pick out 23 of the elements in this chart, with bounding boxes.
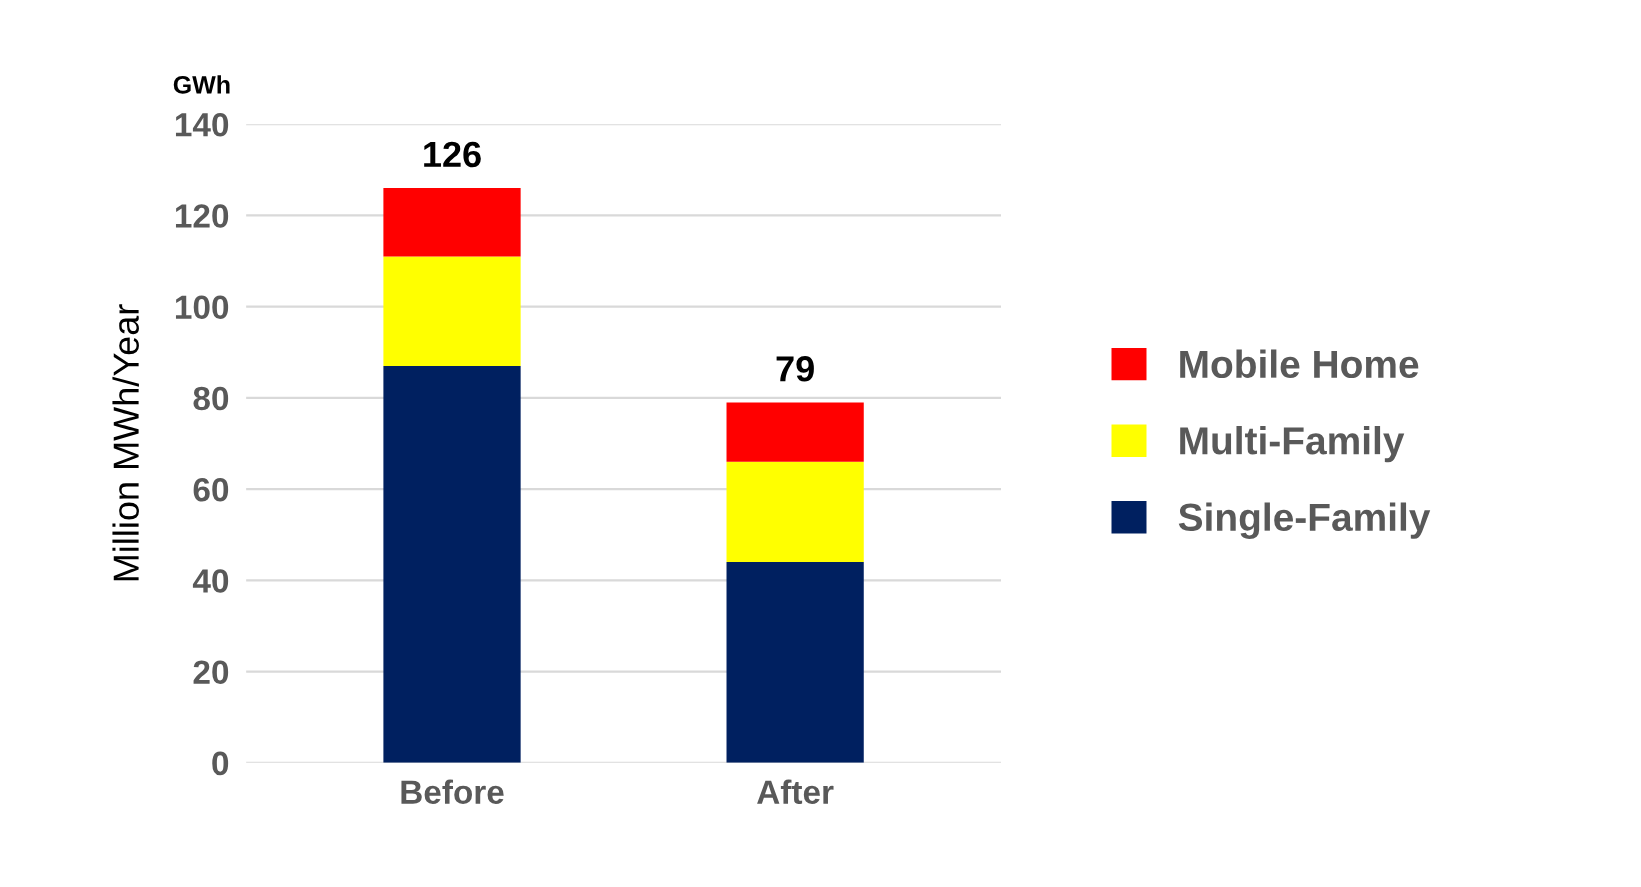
bar: [383, 365, 521, 763]
y-tick-label: 100: [175, 295, 229, 320]
legend-label: Multi-Family: [1180, 425, 1405, 463]
bar: [726, 402, 864, 462]
y-tick-label: 60: [193, 477, 229, 502]
total-label: 79: [776, 356, 814, 382]
bar: [726, 461, 864, 563]
bar: [726, 562, 864, 763]
y-tick-label: 80: [193, 386, 229, 411]
y-tick-label: 140: [175, 112, 229, 137]
y-tick-label: 40: [192, 569, 229, 593]
text: GWh: [173, 75, 230, 94]
x-tick-label: After: [757, 779, 834, 804]
y-tick-label: 20: [193, 660, 229, 684]
x-tick-label: Before: [401, 779, 504, 804]
total-label: 126: [424, 141, 481, 168]
bar: [383, 188, 521, 257]
bar: [383, 256, 521, 366]
y-tick-label: 120: [175, 204, 229, 228]
legend-label: Mobile Home: [1180, 349, 1419, 379]
legend-label: Single-Family: [1178, 502, 1431, 539]
y-tick-label: 0: [212, 751, 229, 776]
y-axis-title: Million MWh/Year: [112, 304, 139, 581]
